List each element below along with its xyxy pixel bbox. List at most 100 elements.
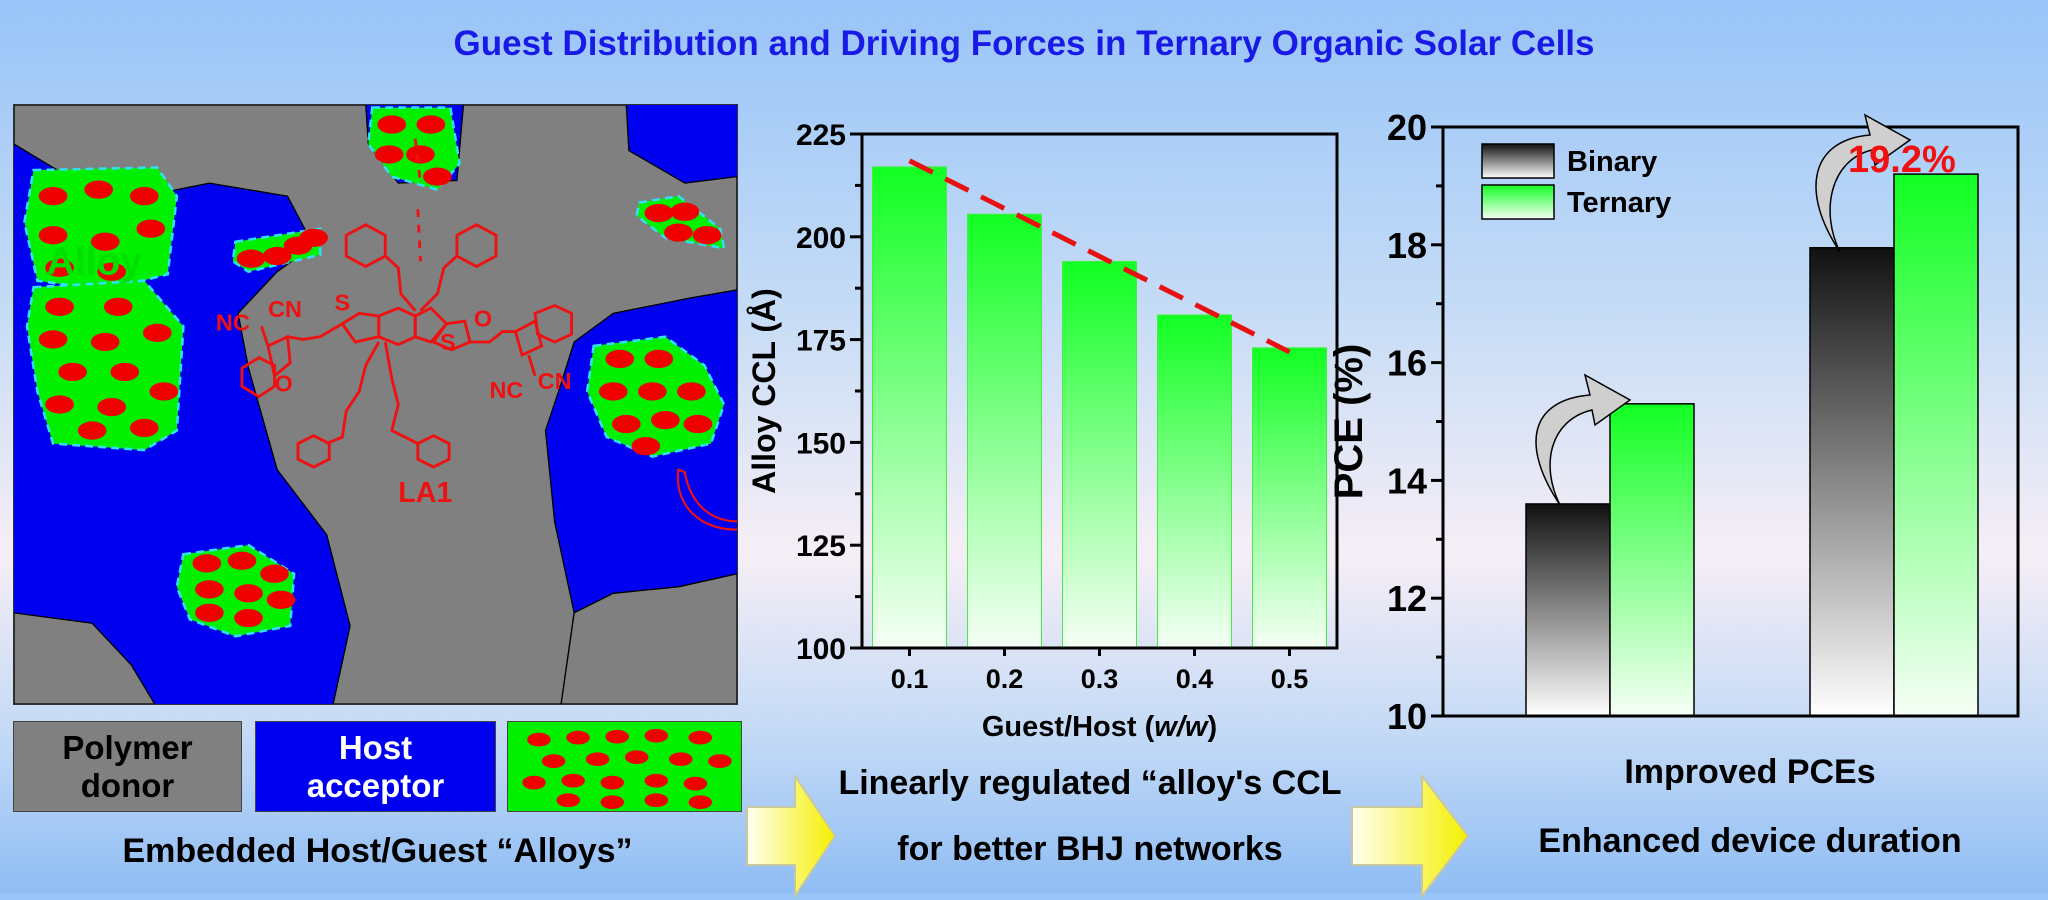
caption-device-duration: Enhanced device duration	[1538, 822, 1962, 860]
legend-swatch-ternary	[1481, 184, 1555, 220]
guest-molecule	[38, 187, 68, 206]
guest-molecule	[683, 414, 713, 434]
alloy-domains	[23, 106, 726, 638]
guest-molecule	[651, 411, 680, 430]
guest-molecule	[299, 228, 328, 247]
guest-molecule	[45, 258, 74, 277]
guest-molecule	[566, 730, 590, 745]
guest-molecule	[406, 145, 435, 164]
guest-molecule	[423, 167, 452, 186]
polymer-donor-domain	[560, 573, 737, 704]
guest-molecule	[637, 382, 667, 401]
guest-molecule	[644, 793, 669, 808]
guest-molecule	[644, 349, 674, 369]
atom-label-s: S	[440, 329, 456, 355]
ccl-bar	[967, 213, 1042, 649]
legend-polymer-donor-label: Polymer donor	[62, 728, 193, 804]
y-axis-label: Alloy CCL (Å)	[746, 288, 782, 494]
guest-molecule	[195, 580, 224, 599]
y-tick-label: 150	[796, 427, 846, 460]
guest-molecule	[142, 323, 172, 342]
guest-molecule	[227, 551, 257, 570]
binary-bar	[1809, 246, 1895, 717]
y-tick-label: 100	[796, 633, 846, 666]
guest-molecule	[377, 115, 407, 134]
guest-molecule	[585, 752, 610, 767]
atom-label-o: O	[474, 305, 492, 331]
y-tick-label: 18	[1387, 225, 1427, 266]
guest-molecule	[611, 414, 641, 434]
y-tick-label: 125	[796, 530, 846, 563]
guest-molecule	[192, 554, 222, 573]
polymer-donor-domain	[14, 612, 156, 704]
alloy-label: Alloy	[47, 240, 143, 283]
y-tick-label: 20	[1387, 107, 1427, 148]
atom-label-nc: NC	[489, 377, 523, 403]
trend-line	[908, 158, 1291, 355]
guest-molecule	[234, 608, 263, 628]
molecule-label: LA1	[398, 477, 452, 509]
guest-molecule	[262, 246, 292, 266]
guest-molecule	[688, 795, 713, 810]
guest-molecule	[670, 202, 700, 221]
x-axis-label-part: w/w	[1154, 711, 1210, 743]
guest-molecule	[45, 395, 74, 414]
ccl-bar	[872, 166, 947, 649]
guest-molecule	[103, 297, 133, 316]
guest-molecule	[129, 418, 159, 438]
curved-arrow-icon	[1815, 113, 1912, 253]
guest-molecule	[708, 754, 732, 768]
pce-bar-chart: 10 12 14 16 18 20 PCE (%) Binary Ternary 19.2%	[1327, 107, 2020, 737]
page-title: Guest Distribution and Driving Forces in…	[453, 24, 1595, 63]
guest-molecule	[45, 297, 74, 316]
guest-molecule	[644, 728, 669, 743]
legend-host-acceptor: Host acceptor	[255, 721, 496, 812]
yellow-arrow-icon	[746, 772, 837, 900]
guest-molecule	[236, 249, 266, 268]
x-tick-label: 0.1	[891, 664, 929, 694]
y-tick-label: 12	[1387, 578, 1427, 619]
polymer-donor-domain	[14, 105, 737, 704]
ccl-bar	[1062, 260, 1137, 649]
guest-molecule	[692, 226, 722, 245]
guest-molecule	[541, 754, 566, 768]
yellow-arrow-icon	[1351, 773, 1470, 899]
guest-molecule	[90, 232, 120, 251]
y-tick-label: 14	[1387, 460, 1427, 501]
caption-improved-pces: Improved PCEs	[1624, 753, 1876, 791]
guest-molecule	[644, 203, 674, 223]
guest-molecule	[600, 775, 625, 790]
guest-molecule	[683, 776, 708, 791]
guest-molecule	[556, 793, 580, 808]
guest-molecule	[234, 584, 263, 603]
guest-molecule	[195, 603, 224, 622]
y-tick-label: 16	[1387, 343, 1427, 384]
guest-molecule	[77, 421, 107, 440]
guest-molecule	[644, 773, 669, 788]
guest-molecule	[522, 775, 546, 790]
guest-molecule	[669, 752, 693, 767]
guest-molecule	[97, 262, 127, 281]
x-axis-label-part: Guest/Host (	[982, 711, 1155, 743]
guest-molecule	[374, 145, 404, 164]
y-tick-label: 225	[796, 119, 846, 152]
y-axis-label: PCE (%)	[1327, 344, 1371, 500]
guest-molecule	[416, 115, 446, 134]
ternary-bar	[1893, 173, 1979, 717]
guest-molecule	[631, 437, 661, 456]
curved-arrow-icon	[1535, 373, 1632, 506]
legend-label-binary: Binary	[1567, 146, 1657, 178]
ccl-bar-chart: 0.1 0.2 0.3 0.4 0.5 100 125 150 175 200 225 Guest/H…	[746, 119, 1339, 743]
legend-label-ternary: Ternary	[1567, 187, 1671, 219]
atom-label-cn: CN	[268, 296, 302, 322]
legend-swatch-binary	[1481, 143, 1555, 179]
guest-molecule	[38, 330, 68, 349]
guest-molecule	[605, 349, 635, 369]
ccl-bar	[1157, 314, 1232, 649]
guest-molecule	[688, 730, 713, 745]
legend-host-acceptor-label: Host acceptor	[306, 728, 445, 804]
x-tick-label: 0.3	[1081, 664, 1119, 694]
guest-molecule	[149, 382, 179, 401]
guest-molecule	[598, 382, 628, 401]
y-tick-label: 200	[796, 222, 846, 255]
